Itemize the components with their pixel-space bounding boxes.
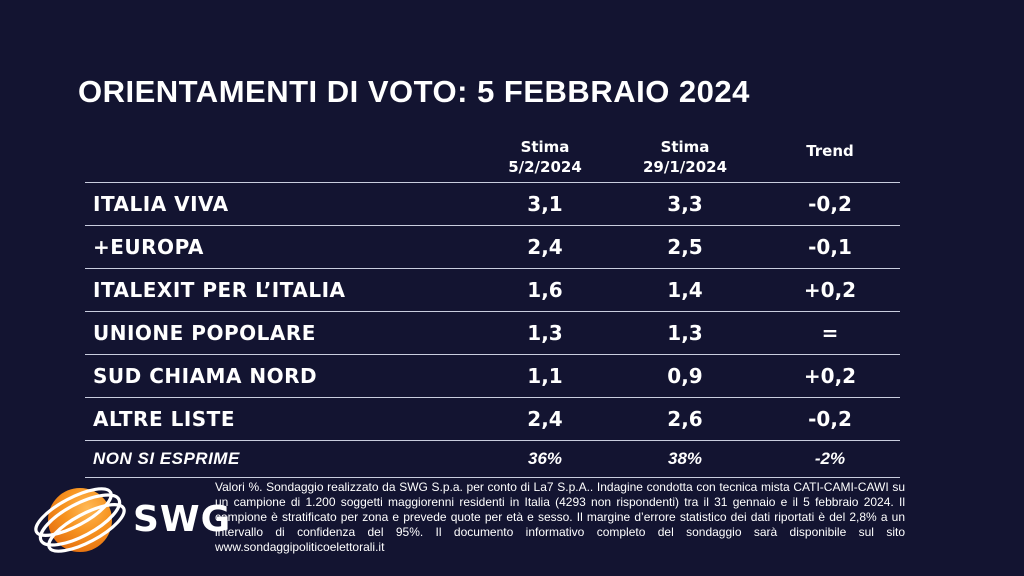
stima-current-value: 36% [527,449,563,468]
table-row: ITALEXIT PER L’ITALIA 1,6 1,4 +0,2 [85,269,900,312]
column-header-line: Stima [660,138,710,156]
trend-value: -0,2 [808,192,852,216]
column-header-line: 29/1/2024 [642,157,728,176]
stima-current-value: 1,3 [527,321,563,345]
stima-previous-value: 1,3 [667,321,703,345]
column-header-stima-previous: Stima 29/1/2024 [610,138,760,177]
party-name: SUD CHIAMA NORD [93,364,318,388]
trend-value: -0,2 [808,407,852,431]
column-header-line: 5/2/2024 [508,157,582,176]
stima-previous-value: 2,6 [667,407,703,431]
summary-row-non-si-esprime: NON SI ESPRIME 36% 38% -2% [85,441,900,478]
table-header-row: Stima 5/2/2024 Stima 29/1/2024 Trend [85,122,900,183]
trend-value: = [821,321,839,345]
swg-logo-text: SWG [133,499,232,540]
party-name: ITALIA VIVA [93,192,229,216]
table-row: ALTRE LISTE 2,4 2,6 -0,2 [85,398,900,441]
stima-previous-value: 38% [667,449,703,468]
stima-current-value: 2,4 [527,235,563,259]
page-title: ORIENTAMENTI DI VOTO: 5 FEBBRAIO 2024 [78,74,750,109]
party-name: ALTRE LISTE [93,407,235,431]
globe-swirl-icon [34,487,126,553]
swg-logo: SWG [34,482,232,558]
poll-table: Stima 5/2/2024 Stima 29/1/2024 Trend ITA… [85,122,900,478]
table-row: SUD CHIAMA NORD 1,1 0,9 +0,2 [85,355,900,398]
stima-previous-value: 2,5 [667,235,703,259]
stima-current-value: 1,1 [527,364,563,388]
stima-previous-value: 3,3 [667,192,703,216]
summary-label: NON SI ESPRIME [93,449,240,468]
table-row: +EUROPA 2,4 2,5 -0,1 [85,226,900,269]
footnote: Valori %. Sondaggio realizzato da SWG S.… [215,480,905,554]
stima-current-value: 3,1 [527,192,563,216]
stima-previous-value: 1,4 [667,278,703,302]
trend-value: -0,1 [808,235,852,259]
table-row: ITALIA VIVA 3,1 3,3 -0,2 [85,183,900,226]
stima-previous-value: 0,9 [667,364,703,388]
trend-value: +0,2 [803,278,857,302]
stima-current-value: 2,4 [527,407,563,431]
column-header-line: Stima [520,138,570,156]
column-header-stima-current: Stima 5/2/2024 [480,138,610,177]
column-header-trend: Trend [806,141,854,160]
table-row: UNIONE POPOLARE 1,3 1,3 = [85,312,900,355]
stima-current-value: 1,6 [527,278,563,302]
party-name: ITALEXIT PER L’ITALIA [93,278,346,302]
trend-value: +0,2 [803,364,857,388]
party-name: UNIONE POPOLARE [93,321,316,345]
party-name: +EUROPA [93,235,204,259]
trend-value: -2% [814,449,846,468]
